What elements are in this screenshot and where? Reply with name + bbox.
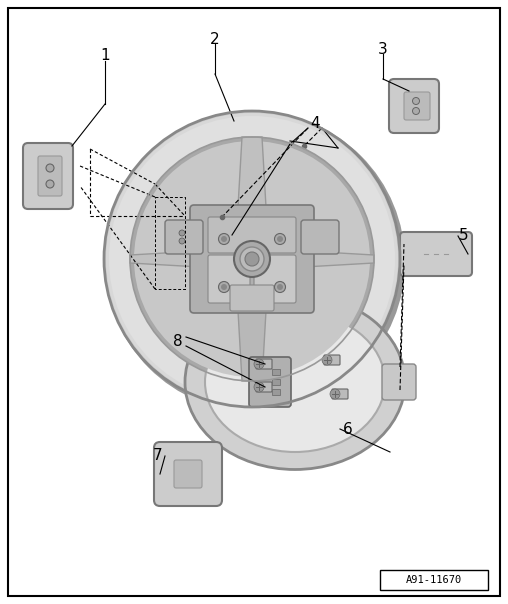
FancyBboxPatch shape (23, 143, 73, 209)
Text: 7: 7 (153, 449, 163, 463)
Polygon shape (304, 251, 374, 267)
Circle shape (218, 281, 230, 292)
Circle shape (179, 238, 185, 244)
FancyBboxPatch shape (208, 217, 296, 253)
Circle shape (234, 241, 270, 277)
Text: 6: 6 (343, 422, 353, 437)
FancyBboxPatch shape (190, 205, 314, 313)
Text: 4: 4 (310, 117, 320, 132)
Circle shape (134, 141, 370, 377)
Circle shape (330, 389, 340, 399)
Circle shape (200, 207, 304, 311)
Circle shape (46, 180, 54, 188)
FancyBboxPatch shape (256, 382, 272, 392)
Bar (380, 570, 488, 590)
Circle shape (105, 112, 405, 412)
FancyBboxPatch shape (324, 355, 340, 365)
Text: A91-11670: A91-11670 (406, 575, 462, 585)
Circle shape (254, 382, 264, 392)
FancyBboxPatch shape (230, 285, 274, 311)
Circle shape (109, 116, 395, 402)
Circle shape (106, 113, 398, 405)
FancyBboxPatch shape (208, 255, 250, 303)
Circle shape (46, 164, 54, 172)
Circle shape (274, 234, 285, 245)
Ellipse shape (185, 295, 405, 469)
Circle shape (218, 234, 230, 245)
Polygon shape (238, 311, 266, 381)
FancyBboxPatch shape (301, 220, 339, 254)
Circle shape (104, 111, 400, 407)
Text: 1: 1 (100, 48, 110, 63)
Circle shape (130, 137, 374, 381)
FancyBboxPatch shape (254, 255, 296, 303)
Text: 3: 3 (378, 42, 388, 57)
Text: 8: 8 (173, 335, 183, 350)
Bar (272, 379, 280, 385)
Text: 2: 2 (210, 31, 220, 47)
FancyBboxPatch shape (165, 220, 203, 254)
Circle shape (104, 111, 400, 407)
Circle shape (322, 355, 332, 365)
FancyBboxPatch shape (400, 232, 472, 276)
Polygon shape (238, 137, 266, 207)
Circle shape (274, 281, 285, 292)
Circle shape (254, 359, 264, 369)
FancyBboxPatch shape (256, 359, 272, 369)
Circle shape (412, 97, 420, 104)
Bar (272, 369, 280, 375)
Text: 5: 5 (459, 228, 469, 243)
Circle shape (245, 252, 259, 266)
Circle shape (412, 108, 420, 115)
FancyBboxPatch shape (389, 79, 439, 133)
Ellipse shape (205, 312, 385, 452)
Circle shape (179, 230, 185, 236)
Circle shape (240, 247, 264, 271)
FancyBboxPatch shape (38, 156, 62, 196)
FancyBboxPatch shape (382, 364, 416, 400)
FancyBboxPatch shape (154, 442, 222, 506)
Circle shape (221, 236, 227, 242)
FancyBboxPatch shape (404, 92, 430, 120)
FancyBboxPatch shape (249, 357, 291, 407)
Circle shape (277, 284, 283, 290)
Bar (272, 389, 280, 395)
Polygon shape (130, 251, 200, 267)
Circle shape (277, 236, 283, 242)
FancyBboxPatch shape (174, 460, 202, 488)
Circle shape (221, 284, 227, 290)
FancyBboxPatch shape (332, 389, 348, 399)
